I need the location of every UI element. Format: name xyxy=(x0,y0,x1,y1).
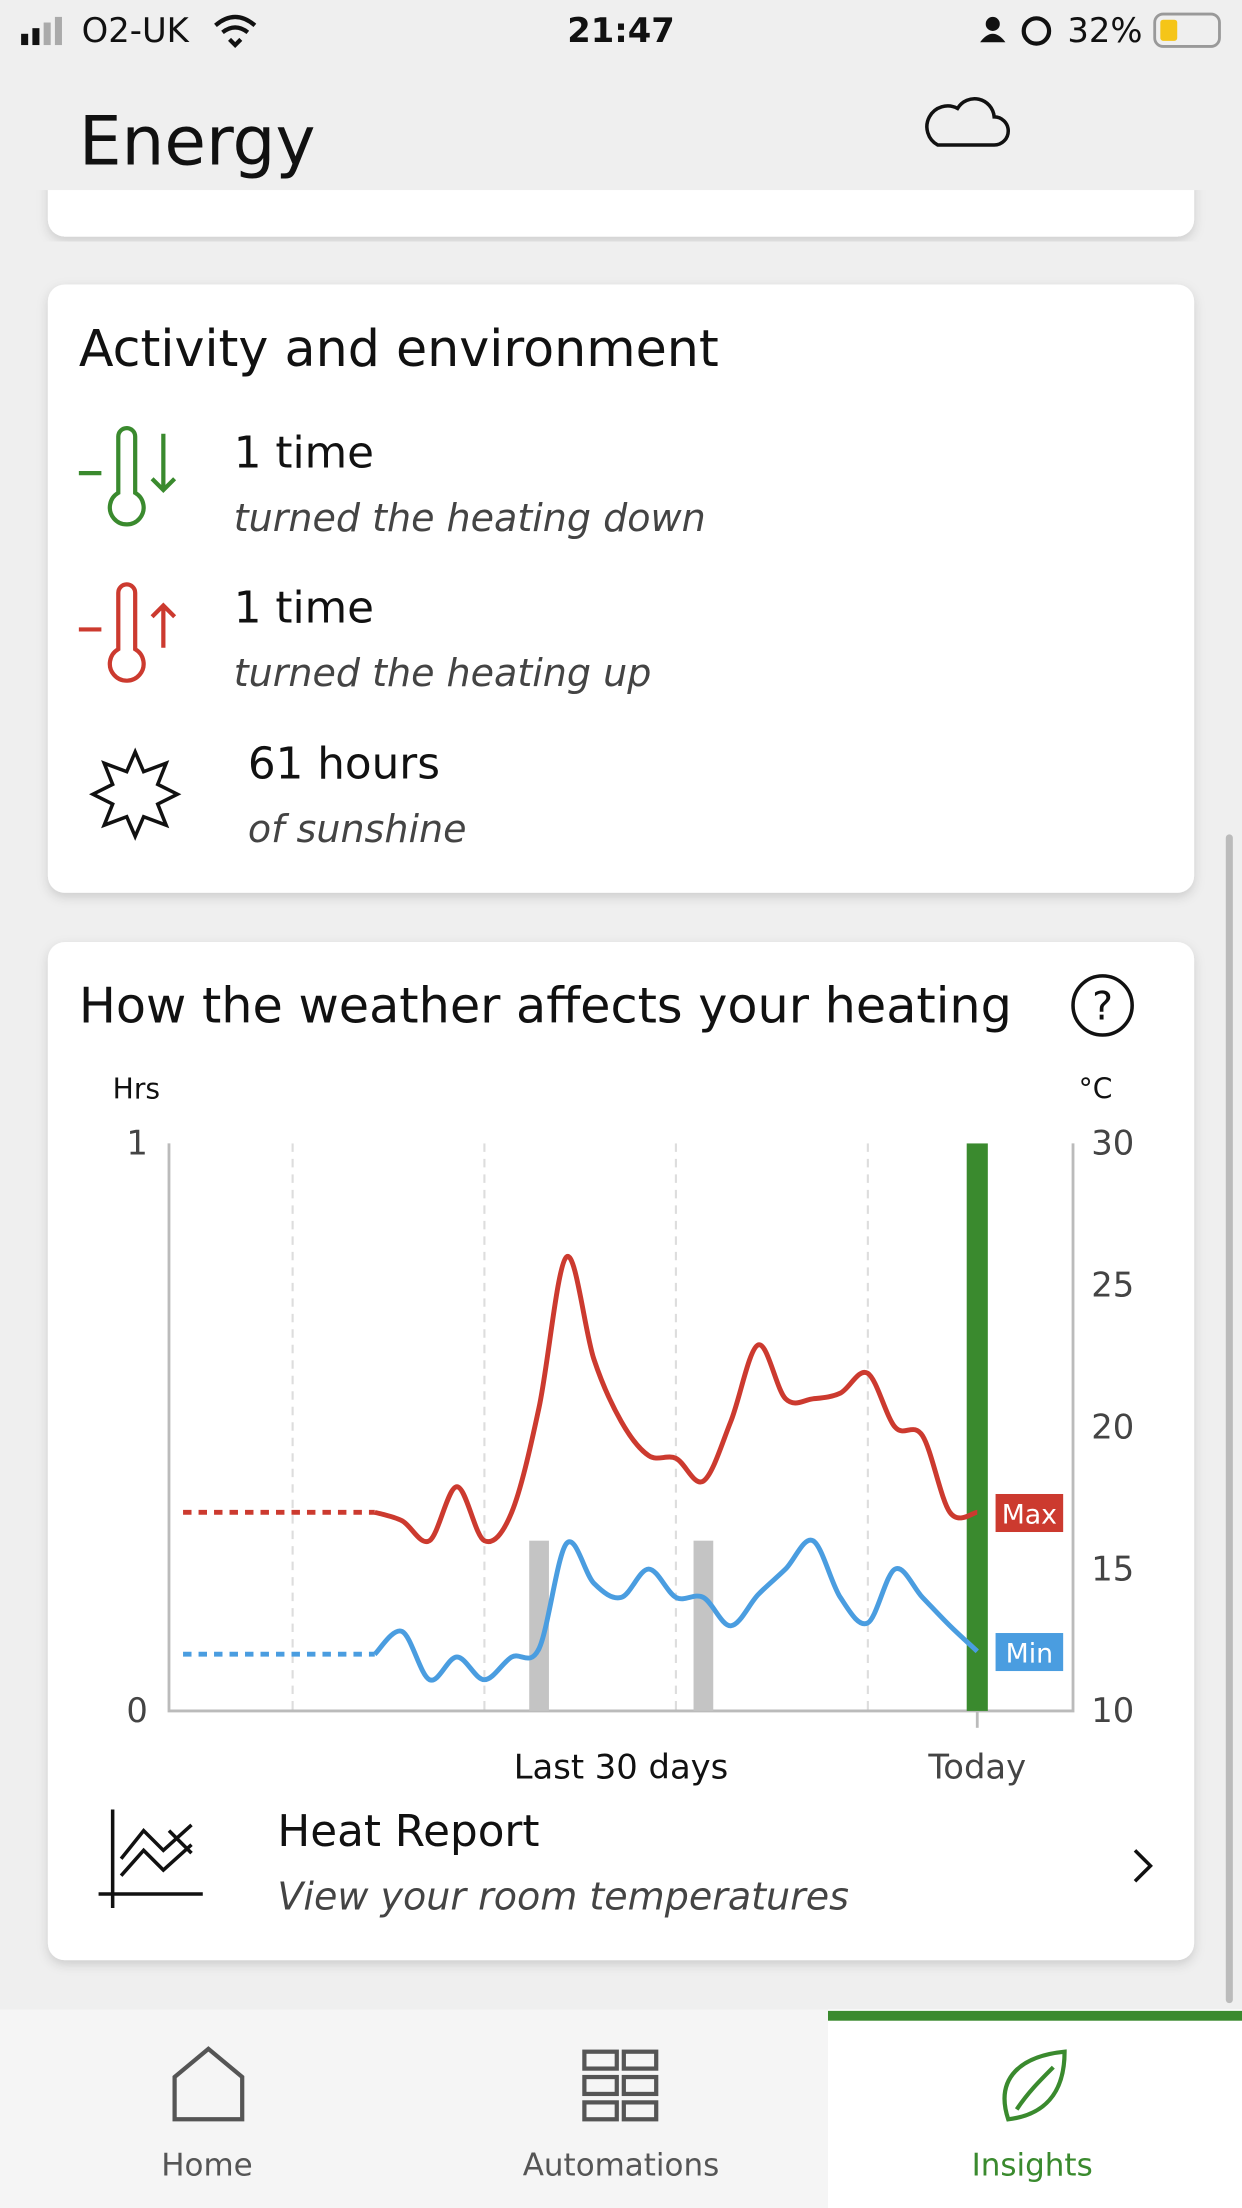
legend-swatch xyxy=(995,1633,1064,1672)
heat-report-link[interactable]: Heat Report View your room temperatures xyxy=(98,1806,1153,1918)
icon-sunshine xyxy=(89,747,182,841)
line xyxy=(374,1254,978,1545)
weather-card xyxy=(47,942,1195,1961)
tab-label[interactable]: Automations xyxy=(523,2148,720,2184)
clock: 21:47 xyxy=(567,11,675,50)
link-subtitle[interactable]: View your room temperatures xyxy=(277,1874,849,1918)
card-title: How the weather affects your heating xyxy=(79,976,1012,1034)
activity-description: of sunshine xyxy=(248,807,467,851)
activity-value: 1 time xyxy=(234,428,374,479)
legend-label: Max xyxy=(1002,1500,1057,1531)
help-button[interactable] xyxy=(1071,974,1134,1037)
icon-heating-up xyxy=(78,582,177,683)
y2-tick-label: 20 xyxy=(1091,1407,1134,1446)
y-axis-title: Hrs xyxy=(113,1072,160,1105)
status-bar: O2-UK 21:47 32% xyxy=(21,11,1221,50)
card-title: Activity and environment xyxy=(79,319,719,378)
bar xyxy=(693,1540,714,1711)
activity-description: turned the heating up xyxy=(234,651,652,695)
activity-value: 1 time xyxy=(234,582,374,633)
tab-label[interactable]: Home xyxy=(161,2148,252,2184)
y-tick-label: 1 xyxy=(126,1124,147,1163)
x-tick-label: Today xyxy=(927,1748,1026,1787)
bar xyxy=(529,1540,549,1711)
legend-swatch xyxy=(995,1493,1064,1533)
link-title[interactable]: Heat Report xyxy=(277,1806,539,1857)
y2-tick-label: 10 xyxy=(1091,1691,1134,1730)
icon-heating-down xyxy=(78,426,177,527)
tab-label[interactable]: Insights xyxy=(972,2148,1093,2184)
y2-axis-title: °C xyxy=(1079,1072,1113,1105)
page-title: Energy xyxy=(79,102,316,181)
y2-tick-label: 15 xyxy=(1091,1549,1134,1588)
axis xyxy=(167,1143,1075,1713)
x-axis-title: Last 30 days xyxy=(514,1748,729,1787)
bar xyxy=(966,1143,988,1711)
activity-description: turned the heating down xyxy=(234,496,706,540)
line xyxy=(372,1537,979,1683)
activity-value: 61 hours xyxy=(248,739,440,790)
y2-tick-label: 25 xyxy=(1091,1266,1134,1305)
y2-tick-label: 30 xyxy=(1091,1124,1134,1163)
y-tick-label: 0 xyxy=(126,1691,147,1730)
chart: Hrs °C Last 30 days 0 1 10 15 20 25 30 Today Max… xyxy=(113,1072,1135,1786)
help-icon[interactable]: ? xyxy=(1092,984,1113,1030)
battery-level: 32% xyxy=(1067,11,1142,50)
legend-label: Min xyxy=(1006,1639,1053,1670)
activity-card xyxy=(47,284,1195,893)
carrier: O2-UK xyxy=(82,11,190,50)
